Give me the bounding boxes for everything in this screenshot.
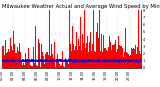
Text: Milwaukee Weather Actual and Average Wind Speed by Minute mph (Last 24 Hours): Milwaukee Weather Actual and Average Win… xyxy=(2,4,160,9)
